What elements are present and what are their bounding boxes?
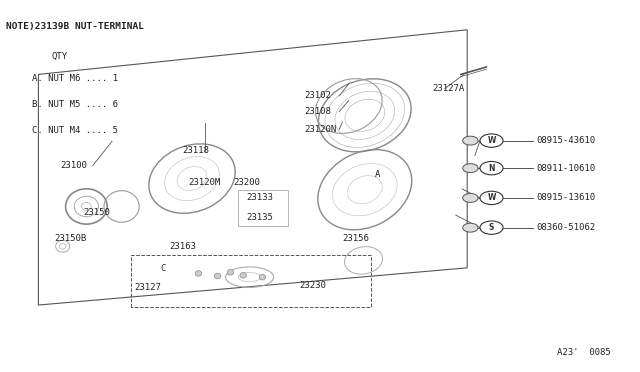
Ellipse shape xyxy=(214,273,221,279)
Text: NOTE)23139B NUT-TERMINAL: NOTE)23139B NUT-TERMINAL xyxy=(6,22,145,31)
Text: W: W xyxy=(487,136,496,145)
Text: QTY: QTY xyxy=(51,52,67,61)
Circle shape xyxy=(463,223,478,232)
Text: 23230: 23230 xyxy=(300,281,326,290)
Text: 23102: 23102 xyxy=(304,92,331,100)
Text: 23163: 23163 xyxy=(170,242,196,251)
Text: 08911-10610: 08911-10610 xyxy=(536,164,595,173)
Text: C: C xyxy=(161,264,166,273)
Text: 23118: 23118 xyxy=(182,146,209,155)
Text: W: W xyxy=(487,193,496,202)
Circle shape xyxy=(480,161,503,175)
Ellipse shape xyxy=(195,271,202,276)
Text: 23150B: 23150B xyxy=(54,234,86,243)
Text: 08915-13610: 08915-13610 xyxy=(536,193,595,202)
Text: 23133: 23133 xyxy=(246,193,273,202)
Text: N: N xyxy=(488,164,495,173)
Text: 23150: 23150 xyxy=(83,208,110,217)
Circle shape xyxy=(463,164,478,173)
Text: 23120M: 23120M xyxy=(189,178,221,187)
Circle shape xyxy=(480,134,503,147)
Ellipse shape xyxy=(240,272,246,278)
Text: 08360-51062: 08360-51062 xyxy=(536,223,595,232)
Ellipse shape xyxy=(259,275,266,280)
Circle shape xyxy=(463,193,478,202)
Text: 23200: 23200 xyxy=(234,178,260,187)
Text: C. NUT M4 .... 5: C. NUT M4 .... 5 xyxy=(32,126,118,135)
Text: 23108: 23108 xyxy=(304,107,331,116)
Text: A. NUT M6 .... 1: A. NUT M6 .... 1 xyxy=(32,74,118,83)
Text: 08915-43610: 08915-43610 xyxy=(536,136,595,145)
Circle shape xyxy=(463,136,478,145)
Text: S: S xyxy=(489,223,494,232)
Ellipse shape xyxy=(227,269,234,275)
Text: 23156: 23156 xyxy=(342,234,369,243)
Text: 23120N: 23120N xyxy=(304,125,336,134)
Circle shape xyxy=(480,191,503,205)
Text: A: A xyxy=(375,170,380,179)
Circle shape xyxy=(480,221,503,234)
Text: 23100: 23100 xyxy=(61,161,88,170)
Text: 23127A: 23127A xyxy=(432,84,464,93)
Text: A23'  0085: A23' 0085 xyxy=(557,348,611,357)
Text: 23135: 23135 xyxy=(246,213,273,222)
Text: 23127: 23127 xyxy=(134,283,161,292)
Text: B. NUT M5 .... 6: B. NUT M5 .... 6 xyxy=(32,100,118,109)
